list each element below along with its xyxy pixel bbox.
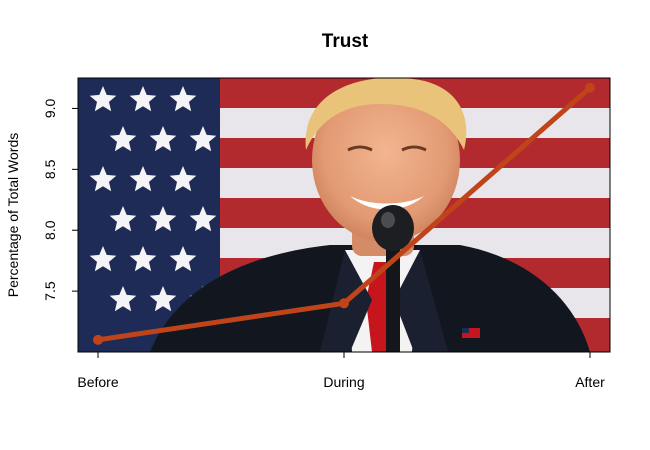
flag-star xyxy=(149,286,177,312)
flag-star xyxy=(109,286,137,312)
x-tick-label: After xyxy=(575,374,605,390)
flag-star xyxy=(89,246,117,272)
x-tick-label: Before xyxy=(77,374,118,390)
flag-star xyxy=(149,126,177,152)
chart-title: Trust xyxy=(322,31,369,52)
series-trust xyxy=(93,82,595,345)
flag-star xyxy=(89,166,117,192)
data-point xyxy=(339,298,349,309)
y-tick-label: 7.5 xyxy=(42,281,58,301)
y-tick-label: 8.0 xyxy=(42,220,58,240)
y-tick-label: 8.5 xyxy=(42,159,58,179)
y-axis: 7.5 8.0 8.5 9.0 xyxy=(42,99,78,301)
flag-star xyxy=(189,126,217,152)
y-tick-label: 9.0 xyxy=(42,99,58,119)
flag-star xyxy=(89,86,117,112)
flag-star xyxy=(129,246,157,272)
flag-star xyxy=(129,86,157,112)
flag-star xyxy=(129,166,157,192)
x-tick-label: During xyxy=(323,374,364,390)
x-axis: Before During After xyxy=(77,352,605,390)
flag-star xyxy=(189,206,217,232)
flag-star xyxy=(149,206,177,232)
y-axis-label: Percentage of Total Words xyxy=(5,133,21,297)
flag-star xyxy=(169,86,197,112)
flag-star xyxy=(109,126,137,152)
background-photo xyxy=(78,78,610,352)
data-point xyxy=(93,334,103,345)
flag-star xyxy=(169,246,197,272)
data-point xyxy=(585,82,595,93)
person-figure xyxy=(150,78,590,352)
flag-star xyxy=(109,206,137,232)
flag-star xyxy=(169,166,197,192)
